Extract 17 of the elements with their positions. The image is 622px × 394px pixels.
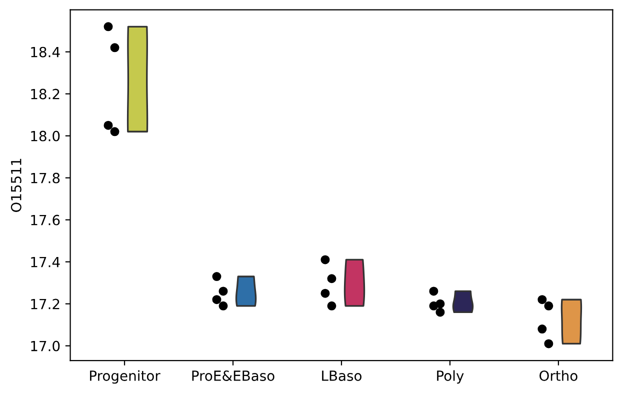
bar <box>344 258 366 307</box>
bar <box>560 298 582 345</box>
x-tick-label: LBaso <box>322 370 362 381</box>
x-tick-label: Progenitor <box>90 370 160 384</box>
y-tick-label: 17.6 <box>31 214 60 226</box>
x-tick-label: Poly <box>437 370 464 384</box>
y-tick-label: 17.4 <box>31 256 60 268</box>
y-axis-title: O15511 <box>10 158 22 212</box>
x-tick-label: Ortho <box>540 370 578 381</box>
y-tick-label: 18.2 <box>31 88 60 100</box>
y-tick-label: 18.4 <box>31 46 60 58</box>
y-tick-label: 18.0 <box>31 130 60 142</box>
y-tick-label: 17.0 <box>31 340 60 352</box>
y-tick-label: 17.8 <box>31 172 60 184</box>
x-tick-label: ProE&EBaso <box>192 370 274 381</box>
y-tick-label: 17.2 <box>31 298 60 310</box>
bar <box>126 26 148 132</box>
